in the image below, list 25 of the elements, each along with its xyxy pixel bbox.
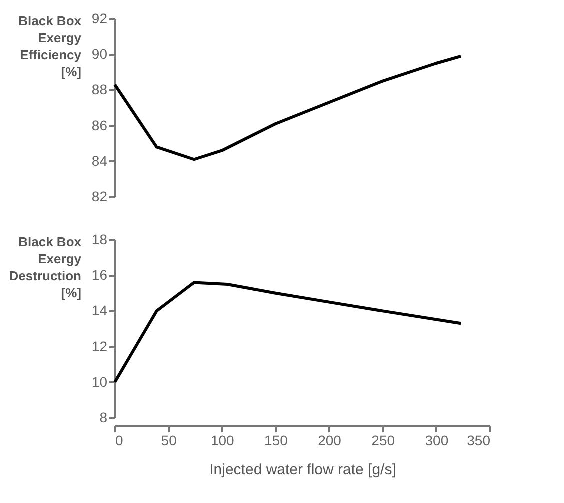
y-tick-label: 90: [92, 46, 108, 62]
y-tick-label: 8: [100, 410, 108, 426]
y-axis-title: Black Box Exergy Destruction [%]: [9, 234, 82, 300]
x-tick-label: 0: [116, 432, 124, 448]
x-tick-label: 350: [467, 432, 491, 448]
x-tick-label: 200: [318, 432, 342, 448]
y-tick-label: 82: [92, 188, 108, 204]
x-tick-label: 50: [161, 432, 178, 448]
line-series: [114, 281, 463, 384]
y-tick-label: 16: [92, 267, 108, 284]
x-tick-label: 250: [372, 432, 396, 448]
x-tick-label: 300: [425, 432, 449, 448]
y-axis-title: Black Box Exergy Efficiency [%]: [18, 14, 82, 80]
line-series: [114, 54, 463, 162]
y-tick-label: 14: [92, 302, 108, 319]
x-axis-title: Injected water flow rate [g/s]: [210, 462, 396, 478]
y-tick-label: 92: [92, 10, 108, 26]
y-tick-label: 18: [92, 232, 108, 248]
y-tick-label: 12: [92, 338, 108, 354]
y-tick-label: 10: [92, 374, 108, 390]
y-tick-label: 86: [92, 117, 108, 134]
x-tick-label: 150: [264, 432, 288, 448]
x-tick-label: 100: [210, 432, 235, 448]
y-tick-label: 88: [92, 82, 108, 98]
y-tick-label: 84: [92, 152, 108, 169]
